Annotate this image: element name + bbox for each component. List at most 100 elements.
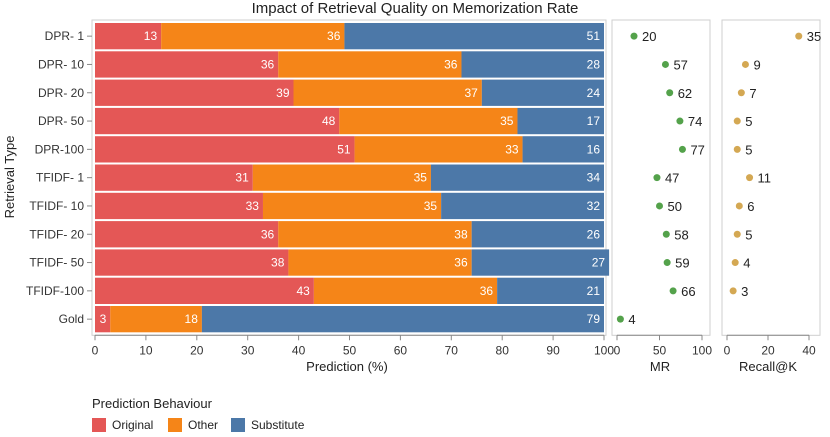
recall-point: [735, 202, 743, 210]
bar-data-label: 36: [480, 284, 494, 298]
recall-point-label: 5: [745, 227, 752, 242]
recall-point-label: 35: [807, 29, 821, 44]
y-tick-label: DPR- 50: [38, 114, 84, 128]
prediction-x-tick-label: 30: [241, 343, 255, 357]
bar-segment-original: [95, 164, 253, 191]
prediction-x-tick-label: 70: [445, 343, 459, 357]
chart-title: Impact of Retrieval Quality on Memorizat…: [252, 0, 579, 17]
bar-data-label: 35: [414, 171, 428, 185]
mr-point: [676, 117, 684, 125]
mr-point: [653, 174, 661, 182]
bar-segment-other: [161, 23, 345, 50]
bar-data-label: 28: [587, 57, 601, 71]
bar-segment-substitute: [481, 79, 604, 106]
bar-data-label: 51: [337, 142, 351, 156]
y-axis-title: Retrieval Type: [2, 136, 17, 219]
recall-point-label: 9: [753, 57, 760, 72]
x-axis-title-recall: Recall@K: [739, 359, 797, 374]
recall-point-label: 6: [747, 199, 754, 214]
prediction-x-tick-label: 80: [496, 343, 510, 357]
prediction-x-tick-label: 20: [190, 343, 204, 357]
y-tick-label: TFIDF- 1: [36, 171, 84, 185]
bar-data-label: 33: [246, 199, 260, 213]
bar-segment-substitute: [461, 51, 604, 78]
bar-data-label: 24: [587, 86, 601, 100]
mr-point-label: 20: [642, 29, 656, 44]
legend-swatch-original: [92, 418, 106, 432]
prediction-x-tick-label: 50: [343, 343, 357, 357]
mr-x-tick-label: 100: [692, 343, 712, 357]
bar-segment-substitute: [441, 192, 604, 220]
recall-point-label: 3: [741, 284, 748, 299]
y-tick-label: TFIDF- 20: [29, 227, 84, 241]
bar-data-label: 39: [276, 86, 290, 100]
bar-data-label: 36: [327, 29, 341, 43]
mr-point-label: 58: [674, 227, 688, 242]
bar-segment-other: [354, 136, 523, 163]
bar-segment-other: [293, 79, 482, 106]
bar-segment-original: [95, 249, 289, 276]
bar-segment-original: [95, 51, 279, 78]
bar-data-label: 36: [444, 57, 458, 71]
bar-segment-other: [278, 221, 472, 248]
mr-point: [678, 145, 686, 153]
bar-data-label: 18: [185, 312, 199, 326]
y-tick-label: DPR-100: [35, 142, 85, 156]
legend-label-other: Other: [188, 418, 218, 432]
bar-segment-other: [313, 277, 498, 304]
bar-data-label: 27: [592, 256, 606, 270]
bar-data-label: 35: [500, 114, 514, 128]
prediction-x-tick-label: 90: [546, 343, 560, 357]
mr-x-tick-label: 0: [614, 343, 621, 357]
bar-data-label: 33: [505, 142, 519, 156]
recall-x-tick-label: 0: [724, 343, 731, 357]
mr-point: [630, 32, 638, 40]
mr-point-label: 77: [690, 142, 704, 157]
bar-segment-substitute: [430, 164, 604, 191]
legend-label-substitute: Substitute: [251, 418, 305, 432]
x-axis-title-mr: MR: [650, 359, 670, 374]
y-tick-label: Gold: [59, 312, 84, 326]
bar-data-label: 3: [100, 312, 107, 326]
legend-swatch-other: [168, 418, 182, 432]
bar-data-label: 43: [297, 284, 311, 298]
bar-segment-original: [95, 136, 355, 163]
y-tick-label: TFIDF- 50: [29, 256, 84, 270]
bar-data-label: 16: [587, 142, 601, 156]
bar-segment-original: [95, 79, 294, 106]
recall-point-label: 11: [758, 171, 772, 186]
y-tick-label: TFIDF-100: [26, 284, 84, 298]
recall-point-label: 5: [745, 114, 752, 129]
mr-point: [666, 89, 674, 97]
mr-point-label: 4: [628, 312, 635, 327]
mr-point: [616, 315, 624, 323]
recall-x-tick-label: 40: [802, 343, 816, 357]
recall-point: [733, 230, 741, 238]
bar-data-label: 13: [144, 29, 158, 43]
mr-point: [669, 287, 677, 295]
x-axis-title-prediction: Prediction (%): [306, 359, 388, 374]
bar-segment-substitute: [471, 221, 604, 248]
bar-segment-original: [95, 107, 340, 135]
prediction-x-tick-label: 10: [139, 343, 153, 357]
bar-data-label: 21: [587, 284, 601, 298]
bar-data-label: 31: [235, 171, 249, 185]
bar-segment-other: [288, 249, 472, 276]
mr-point-label: 74: [688, 114, 702, 129]
prediction-x-tick-label: 100: [594, 343, 614, 357]
bar-segment-other: [278, 51, 462, 78]
recall-point: [737, 89, 745, 97]
bar-data-label: 32: [587, 199, 601, 213]
bar-data-label: 51: [587, 29, 601, 43]
recall-x-tick-label: 20: [761, 343, 775, 357]
bar-data-label: 34: [587, 171, 601, 185]
bar-segment-original: [95, 277, 314, 304]
bar-data-label: 26: [587, 227, 601, 241]
recall-point: [733, 145, 741, 153]
bar-segment-substitute: [522, 136, 604, 163]
legend-swatch-substitute: [231, 418, 245, 432]
bar-segment-original: [95, 23, 162, 50]
bar-segment-original: [95, 306, 111, 333]
mr-point-label: 66: [681, 284, 695, 299]
